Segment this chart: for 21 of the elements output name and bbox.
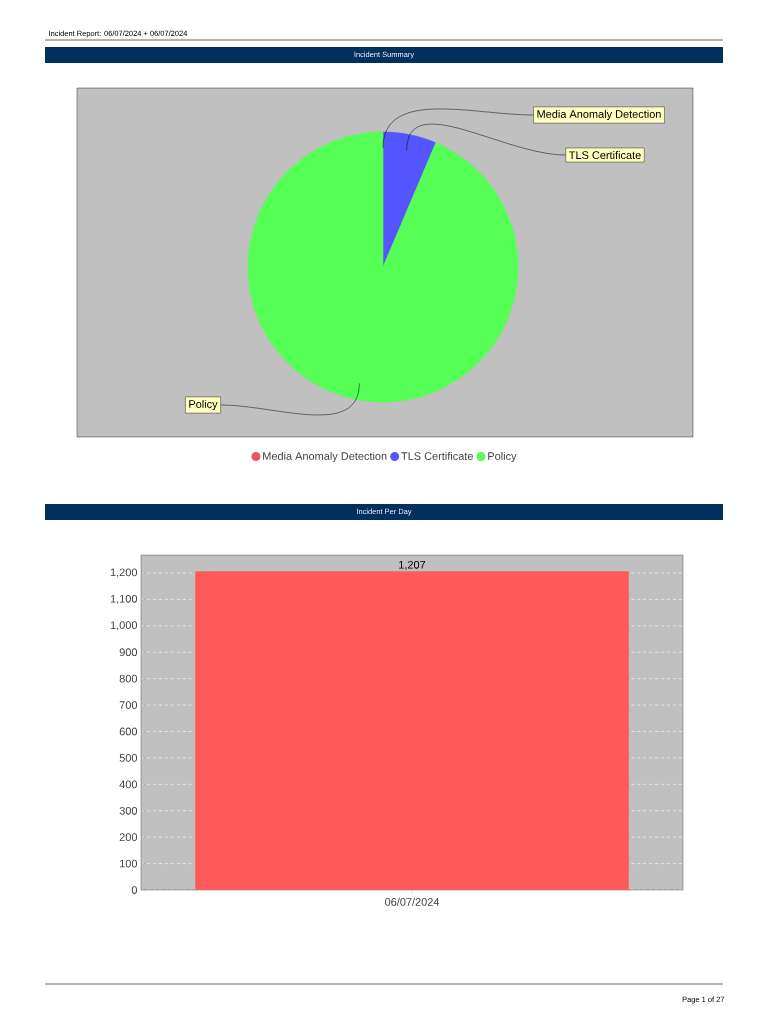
- data-label: 1,207: [399, 560, 426, 570]
- legend-label: TLS Certificate: [401, 451, 473, 460]
- y-tick-label: 400: [119, 780, 138, 789]
- y-tick-label: 600: [119, 727, 138, 736]
- y-tick-label: 500: [119, 754, 138, 762]
- legend-label: Policy: [488, 451, 517, 463]
- y-tick-label: 1,000: [110, 621, 138, 631]
- y-tick-label: 300: [119, 806, 138, 815]
- y-tick-label: 800: [119, 674, 138, 683]
- y-tick-label: 0: [131, 886, 138, 894]
- x-tick-label: 06/07/2024: [385, 897, 440, 906]
- slice-label: TLS Certificate: [569, 150, 641, 160]
- y-tick-label: 700: [119, 701, 138, 709]
- y-tick-label: 1,200: [110, 568, 138, 578]
- legend-label: Media Anomaly Detection: [263, 451, 387, 463]
- y-tick-label: 100: [120, 859, 138, 868]
- category-label: Media Anomaly Detection: [537, 109, 661, 121]
- slice-label: Policy: [189, 399, 218, 411]
- y-tick-label: 200: [119, 833, 138, 842]
- y-tick-label: 900: [119, 648, 138, 657]
- y-tick-label: 1,100: [110, 594, 138, 604]
